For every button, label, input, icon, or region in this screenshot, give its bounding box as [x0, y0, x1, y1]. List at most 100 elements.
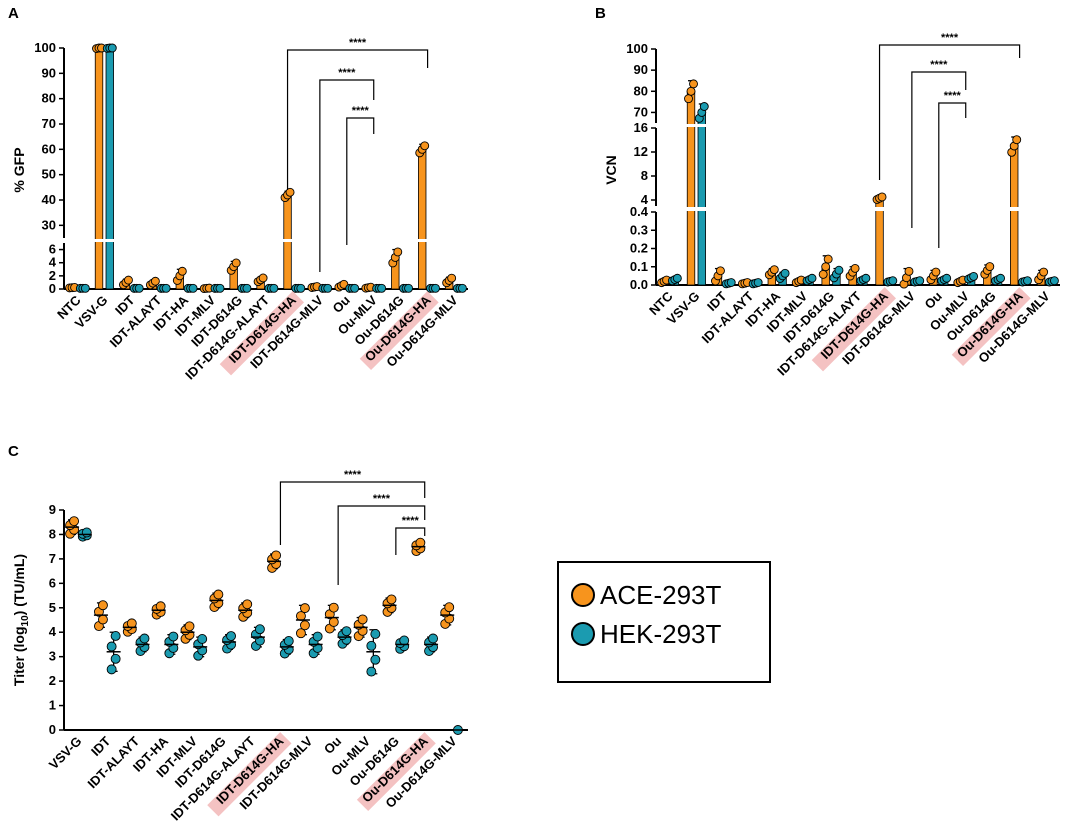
panel-a-point: [296, 283, 306, 293]
panel-c-point-idt-hek-293t: [110, 653, 121, 664]
panel-c-point-idt-ha-hek-293t: [168, 631, 179, 642]
y-axis-label-c-sub: 10: [20, 615, 31, 627]
legend-label-ace-293t: ACE-293T: [600, 580, 721, 610]
panel-b-point: [823, 254, 833, 264]
panel-a-tick-label: 50: [42, 167, 56, 182]
panel-b-point: [942, 273, 952, 283]
panel-b-axis-break: [652, 207, 1062, 211]
panel-b-point: [726, 278, 736, 287]
panel-c-point-ou-ace-293t: [328, 602, 339, 613]
panel-c-point-idt-mlv-hek-293t: [197, 634, 208, 644]
panel-c-tick-label: 4: [49, 624, 57, 639]
panel-b-tick-label: 0.1: [630, 259, 648, 274]
panel-a-point: [457, 283, 467, 293]
panel-a-bar-ou-d614g-ha-ace-293t: [418, 148, 427, 290]
panel-c-tick-label: 8: [49, 526, 56, 541]
legend-marker-hek-293t: [571, 622, 595, 646]
panel-a-highlight-idt-d614g-ha: [219, 291, 305, 376]
panel-c-highlight-ou-d614g-ha: [356, 732, 436, 812]
legend-marker-ace-293t: [571, 583, 595, 607]
panel-c-significance-bracket: [279, 481, 426, 545]
panel-c-significance-label: ****: [344, 469, 362, 481]
panel-a-significance-label: ****: [338, 67, 356, 79]
panel-c-tick-label: 3: [49, 649, 56, 664]
panel-b-point: [996, 273, 1006, 283]
panel-c-point-idt-d614g-mlv-ace-293t: [295, 628, 306, 639]
panel-a-significance-bracket: [319, 79, 375, 272]
panel-a-significance-label: ****: [352, 105, 370, 117]
panel-b-point: [769, 265, 779, 275]
panel-b-point: [686, 86, 696, 96]
panel-a-point: [80, 283, 90, 293]
panel-c-point-idt-d614g-mlv-ace-293t: [299, 603, 310, 614]
panel-b-tick-label: 16: [634, 120, 648, 135]
panel-b-point: [861, 273, 871, 283]
panel-c-point-ou-d614g-ha-ace-293t: [415, 537, 426, 548]
panel-b-point: [753, 278, 763, 287]
panel-c-point-idt-d614g-mlv-hek-293t: [312, 631, 323, 642]
panel-c-tick-label: 5: [49, 600, 56, 615]
panel-c-point-idt-d614g-hek-293t: [226, 631, 237, 642]
panel-a-tick-label: 6: [49, 242, 56, 257]
panel-a-point: [350, 283, 360, 293]
panel-b-bar-idt-d614g-ha-ace-293t: [875, 197, 884, 286]
panel-c-tick-label: 9: [49, 502, 56, 517]
panel-a-point: [177, 266, 187, 276]
panel-a-point: [258, 273, 268, 283]
panel-b-point: [915, 276, 925, 286]
panel-c-point-idt-hek-293t: [106, 664, 117, 675]
panel-b-point: [821, 262, 831, 272]
panel-b-point: [931, 267, 941, 277]
panel-c-category-vsv-g: VSV-G: [46, 734, 85, 773]
panel-b-significance-bracket: [878, 44, 1021, 180]
panel-a-point: [134, 283, 144, 293]
panel-c-tick-label: 2: [49, 673, 56, 688]
panel-a-point: [161, 283, 171, 293]
panel-c-category-ou: Ou: [321, 733, 344, 756]
panel-c-significance-label: ****: [373, 493, 391, 505]
panel-b-point: [715, 266, 725, 276]
y-axis-label-c-pre: Titer (log: [11, 626, 27, 686]
panel-b-point: [684, 94, 693, 104]
panel-c-point-idt-d614g-alayt-hek-293t: [254, 624, 265, 635]
panel-b-bar-ou-d614g-ha-ace-293t: [1010, 145, 1019, 286]
panel-b-point: [834, 265, 844, 275]
panel-a-point: [188, 283, 198, 293]
panel-a-point: [242, 283, 252, 293]
panel-c-point-idt-d614g-alayt-ace-293t: [242, 599, 253, 610]
panel-a-tick-label: 2: [49, 268, 56, 283]
panel-b-significance-label: ****: [941, 32, 959, 44]
y-axis-label-a: % GFP: [11, 147, 27, 192]
panel-a-tick-label: 40: [42, 192, 56, 207]
panel-b-point: [1039, 267, 1049, 277]
panel-b-significance-bracket: [938, 102, 967, 248]
panel-c-point-ou-d614g-hek-293t: [399, 635, 410, 646]
panel-a-tick-label: 60: [42, 141, 56, 156]
panel-c-point-ou-mlv-hek-293t: [366, 640, 377, 651]
panel-b-tick-label: 4: [641, 192, 649, 207]
panel-label-a: A: [8, 5, 19, 22]
panel-c-point-idt-hek-293t: [110, 630, 121, 641]
panel-a-bar-vsv-g-ace-293t: [94, 47, 104, 290]
panel-a-axis-break: [60, 239, 470, 242]
panel-b-point: [807, 273, 817, 283]
panel-b-significance-label: ****: [944, 90, 962, 102]
panel-b-point: [818, 269, 828, 279]
panel-a-tick-label: 30: [42, 217, 56, 232]
legend-box: [557, 561, 771, 683]
panel-b-point: [969, 271, 979, 281]
panel-c-point-idt-hek-293t: [106, 641, 117, 652]
panel-a-tick-label: 70: [42, 116, 56, 131]
panel-c-tick-label: 0: [49, 722, 56, 737]
panel-b-point: [699, 102, 709, 111]
panel-c-point-idt-ha-ace-293t: [155, 601, 166, 612]
panel-c-point-idt-ace-293t: [97, 600, 108, 611]
panel-c-significance-label: ****: [402, 515, 420, 527]
panel-a-point: [420, 141, 430, 151]
panel-a-point: [431, 283, 440, 293]
panel-a-point: [404, 283, 414, 293]
panel-b-point: [850, 263, 860, 273]
panel-b-point: [1012, 135, 1022, 145]
panel-c-tick-label: 7: [49, 551, 56, 566]
panel-c-tick-label: 6: [49, 575, 56, 590]
